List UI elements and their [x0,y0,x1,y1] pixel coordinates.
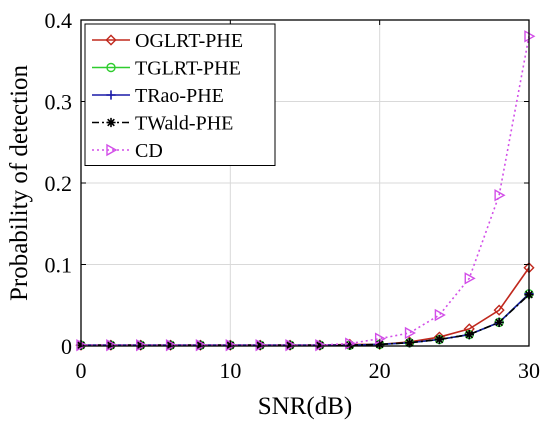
data-point [165,338,178,352]
axis-ticks [80,19,530,347]
legend-label: TGLRT-PHE [135,58,241,80]
series-line [81,293,530,346]
data-point [106,338,118,352]
series-trao-phe [76,289,534,350]
data-point [464,272,476,285]
data-point [345,340,355,350]
series-line [81,293,530,346]
data-point [315,340,325,350]
x-tick-labels: 0 10 20 30 [76,358,541,383]
data-point [434,334,444,345]
data-point [136,338,148,352]
y-axis-label: Probability of detection [6,64,33,301]
x-tick-label: 10 [219,358,241,383]
data-point [285,338,297,352]
legend-label: CD [135,140,163,162]
data-point [106,340,116,350]
data-point [493,304,505,316]
series-cd [76,30,536,352]
data-point [105,34,117,46]
legend-label: TRao-PHE [135,85,224,107]
data-point [434,308,446,322]
data-point [106,143,118,157]
legend-item: TWald-PHE [92,113,233,135]
legend-item: CD [92,140,163,162]
y-tick-label: 0.4 [45,8,73,33]
y-tick-labels: 0 0.1 0.2 0.3 0.4 [45,8,73,359]
data-point [136,340,146,350]
series-tglrt-phe [76,289,534,350]
y-tick-label: 0.3 [45,90,73,115]
legend-label: OGLRT-PHE [135,30,243,52]
legend-label: TWald-PHE [135,113,233,135]
y-tick-label: 0.1 [45,253,73,278]
data-point [404,326,416,340]
data-point [166,340,176,350]
data-point [106,117,116,128]
series-line [81,267,530,346]
x-tick-label: 30 [518,358,540,383]
legend-item: TRao-PHE [92,85,224,107]
legend: OGLRT-PHE TGLRT-PHE TRao-PHE TWald-PHE CD [84,23,276,166]
data-point [494,317,504,327]
x-tick-label: 20 [369,358,391,383]
legend-item: TGLRT-PHE [92,58,241,80]
series-line [81,294,530,346]
data-point [404,338,415,348]
data-point [255,340,265,350]
x-tick-label: 0 [76,358,87,383]
data-point [464,329,474,340]
legend-item: OGLRT-PHE [92,30,243,52]
data-point [315,338,327,352]
data-point [285,340,295,350]
data-point [195,340,206,350]
data-point [106,90,116,100]
data-point [106,62,116,73]
series-twald-phe [76,290,534,350]
series-layer [75,30,536,352]
y-tick-label: 0.2 [45,171,73,196]
x-axis-label: SNR(dB) [258,393,352,420]
y-tick-label: 0 [61,334,72,359]
data-point [195,338,207,352]
data-point [494,189,506,202]
data-point [255,338,267,352]
